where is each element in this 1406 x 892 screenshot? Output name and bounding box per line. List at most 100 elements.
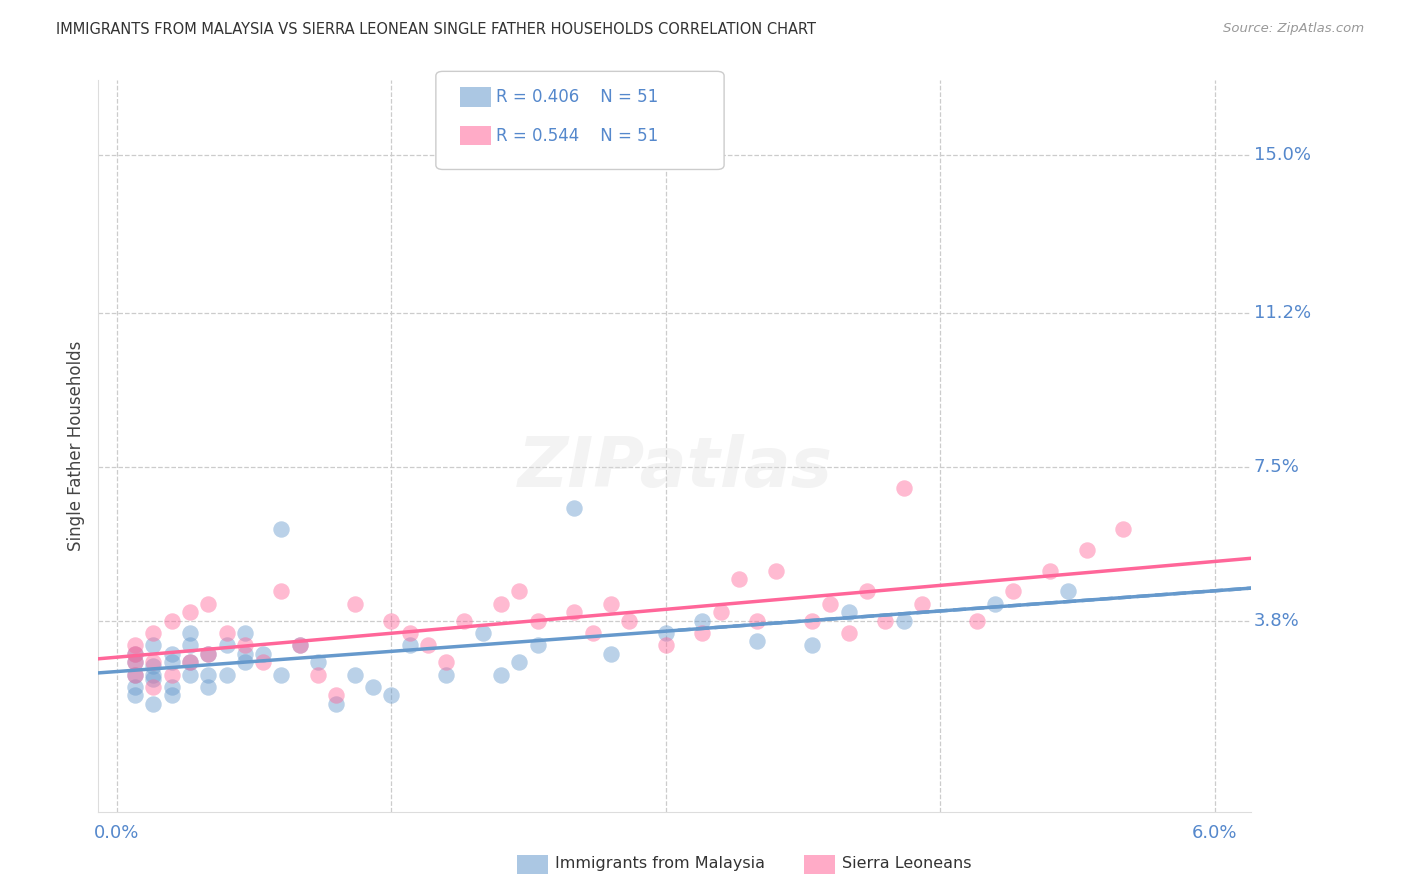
Text: R = 0.544    N = 51: R = 0.544 N = 51 — [496, 127, 658, 145]
Point — [160, 655, 183, 669]
Point — [142, 672, 165, 686]
Point — [215, 667, 238, 681]
Point — [434, 655, 457, 669]
Point — [838, 626, 860, 640]
Point — [215, 626, 238, 640]
Text: Immigrants from Malaysia: Immigrants from Malaysia — [555, 856, 765, 871]
Point — [380, 614, 402, 628]
Point — [160, 647, 183, 661]
Point — [124, 655, 146, 669]
Point — [325, 697, 347, 711]
Point — [179, 639, 201, 653]
Point — [197, 680, 219, 694]
Point — [581, 626, 603, 640]
Point — [692, 614, 714, 628]
Point — [252, 655, 274, 669]
Point — [911, 597, 934, 611]
Point — [526, 639, 548, 653]
Point — [526, 614, 548, 628]
Point — [489, 667, 512, 681]
Point — [801, 639, 824, 653]
Text: 3.8%: 3.8% — [1254, 612, 1299, 630]
Point — [765, 564, 787, 578]
Point — [710, 605, 733, 619]
Point — [142, 680, 165, 694]
Point — [562, 605, 585, 619]
Point — [1002, 584, 1025, 599]
Point — [416, 639, 439, 653]
Point — [343, 667, 366, 681]
Text: IMMIGRANTS FROM MALAYSIA VS SIERRA LEONEAN SINGLE FATHER HOUSEHOLDS CORRELATION : IMMIGRANTS FROM MALAYSIA VS SIERRA LEONE… — [56, 22, 817, 37]
Text: 15.0%: 15.0% — [1254, 146, 1310, 164]
Point — [124, 647, 146, 661]
Point — [124, 680, 146, 694]
Point — [160, 689, 183, 703]
Point — [124, 655, 146, 669]
Text: 11.2%: 11.2% — [1254, 304, 1310, 322]
Point — [179, 655, 201, 669]
Point — [1057, 584, 1080, 599]
Point — [654, 639, 676, 653]
Point — [233, 647, 256, 661]
Point — [380, 689, 402, 703]
Point — [984, 597, 1007, 611]
Point — [179, 667, 201, 681]
Point — [801, 614, 824, 628]
Point — [160, 680, 183, 694]
Point — [179, 655, 201, 669]
Point — [142, 626, 165, 640]
Point — [508, 584, 530, 599]
Point — [270, 667, 292, 681]
Point — [599, 647, 621, 661]
Text: Source: ZipAtlas.com: Source: ZipAtlas.com — [1223, 22, 1364, 36]
Point — [288, 639, 311, 653]
Point — [215, 639, 238, 653]
Point — [343, 597, 366, 611]
Point — [361, 680, 384, 694]
Point — [325, 689, 347, 703]
Point — [820, 597, 842, 611]
Point — [1039, 564, 1062, 578]
Text: 6.0%: 6.0% — [1192, 824, 1237, 842]
Text: Sierra Leoneans: Sierra Leoneans — [842, 856, 972, 871]
Point — [124, 689, 146, 703]
Point — [288, 639, 311, 653]
Point — [562, 501, 585, 516]
Point — [142, 639, 165, 653]
Point — [398, 639, 420, 653]
Point — [233, 655, 256, 669]
Point — [307, 667, 329, 681]
Point — [747, 634, 769, 648]
Point — [270, 584, 292, 599]
Point — [124, 639, 146, 653]
Point — [233, 639, 256, 653]
Point — [747, 614, 769, 628]
Point — [179, 605, 201, 619]
Point — [124, 667, 146, 681]
Point — [1076, 542, 1098, 557]
Point — [179, 626, 201, 640]
Point — [966, 614, 988, 628]
Text: R = 0.406    N = 51: R = 0.406 N = 51 — [496, 88, 658, 106]
Point — [124, 667, 146, 681]
Point — [471, 626, 494, 640]
Point — [124, 647, 146, 661]
Point — [142, 659, 165, 673]
Text: 0.0%: 0.0% — [94, 824, 139, 842]
Point — [270, 522, 292, 536]
Text: ZIPatlas: ZIPatlas — [517, 434, 832, 501]
Point — [197, 647, 219, 661]
Point — [875, 614, 897, 628]
Point — [197, 667, 219, 681]
Point — [617, 614, 640, 628]
Text: 7.5%: 7.5% — [1254, 458, 1299, 475]
Point — [197, 597, 219, 611]
Y-axis label: Single Father Households: Single Father Households — [66, 341, 84, 551]
Point — [599, 597, 621, 611]
Point — [142, 667, 165, 681]
Point — [252, 647, 274, 661]
Point — [160, 667, 183, 681]
Point — [893, 481, 915, 495]
Point — [434, 667, 457, 681]
Point — [160, 614, 183, 628]
